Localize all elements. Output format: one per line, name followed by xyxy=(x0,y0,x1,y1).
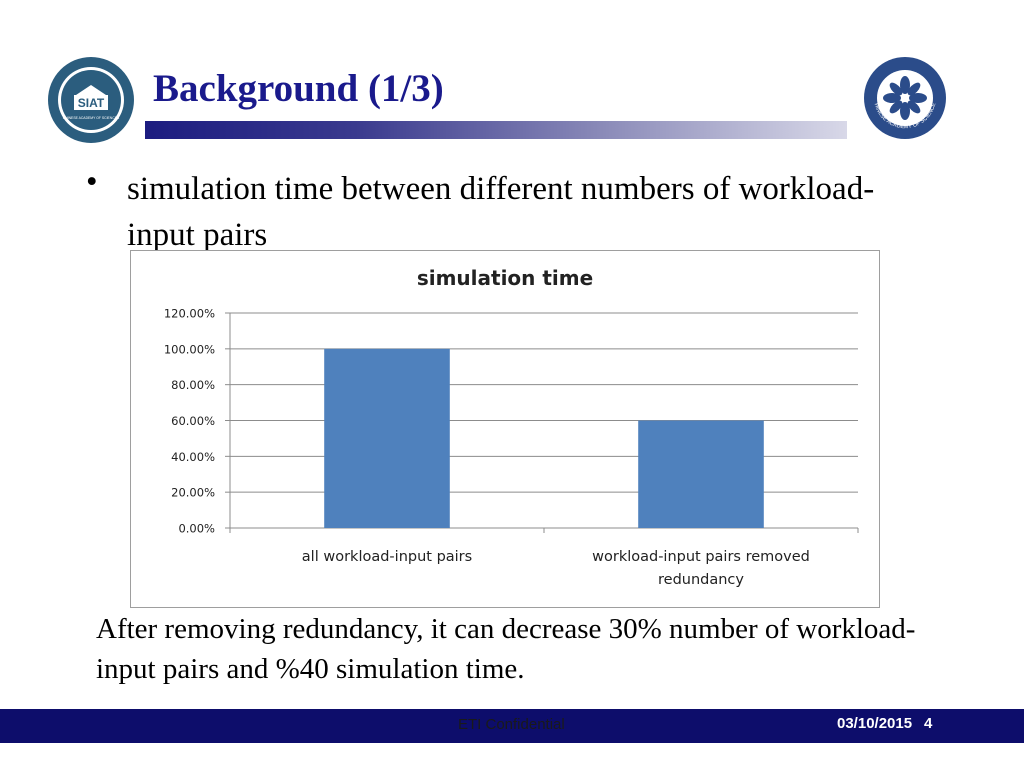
x-category-label: all workload-input pairs xyxy=(302,549,472,565)
y-tick-label: 40.00% xyxy=(171,450,215,464)
y-tick-label: 60.00% xyxy=(171,414,215,428)
footer-confidential-label: ETI Confidential xyxy=(458,716,565,733)
title-underline-bar xyxy=(145,121,847,139)
chart-title: simulation time xyxy=(417,266,593,290)
footer-bar xyxy=(0,709,1024,743)
y-tick-label: 80.00% xyxy=(171,378,215,392)
bar xyxy=(638,420,764,528)
y-tick-label: 0.00% xyxy=(178,522,215,536)
footer-page-number: 4 xyxy=(924,715,933,732)
x-category-label: workload-input pairs removed redundancy xyxy=(592,549,810,588)
slide-caption: After removing redundancy, it can decrea… xyxy=(96,613,916,685)
y-tick-label: 20.00% xyxy=(171,486,215,500)
y-tick-label: 120.00% xyxy=(164,307,215,321)
bar xyxy=(324,348,450,528)
svg-text:SIAT: SIAT xyxy=(78,96,105,110)
svg-text:CHINESE ACADEMY OF SCIENCES: CHINESE ACADEMY OF SCIENCES xyxy=(63,116,120,120)
y-tick-label: 100.00% xyxy=(164,342,215,356)
footer-date: 03/10/2015 xyxy=(837,715,913,732)
chart-svg: simulation time 0.00% 20.00% 40.00% 60.00% 80… xyxy=(164,266,859,588)
bullet-text: simulation time between different number… xyxy=(127,171,875,253)
bullet-marker: • xyxy=(86,164,98,200)
siat-logo-icon: SIAT CHINESE ACADEMY OF SCIENCES xyxy=(46,55,136,145)
slide-title: Background (1/3) xyxy=(153,67,444,110)
simulation-time-chart: simulation time 0.00% 20.00% 40.00% 60.00% 80… xyxy=(130,250,880,608)
cas-logo-icon: CHINESE ACADEMY OF SCIENCES xyxy=(860,51,948,141)
